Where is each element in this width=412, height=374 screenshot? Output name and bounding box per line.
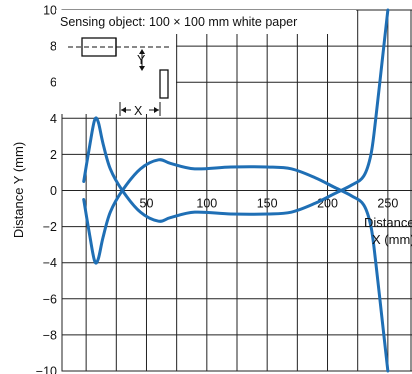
- series-line-2: [82, 158, 390, 373]
- y-tick-labels: 10 8 6 4 2 0 −2 −4 −6 −8 −10: [36, 4, 57, 374]
- y-tick-label: 0: [50, 184, 57, 198]
- annotation-text: Sensing object: 100 × 100 mm white paper: [60, 15, 297, 29]
- y-tick-label: −4: [43, 256, 57, 270]
- y-tick-label: 4: [50, 112, 57, 126]
- x-tick-label: 50: [140, 197, 154, 211]
- series-group: [82, 8, 390, 373]
- y-tick-label: −6: [43, 292, 57, 306]
- x-axis-label-line2: X (mm): [372, 232, 412, 247]
- x-tick-labels: 50 100 150 200 250: [140, 197, 399, 211]
- y-tick-label: 2: [50, 148, 57, 162]
- inset-label-y: Y: [137, 53, 146, 67]
- inset-label-x: X: [134, 104, 143, 118]
- annotation-background: [56, 10, 356, 34]
- sensing-object: [159, 69, 169, 99]
- x-tick-label: 150: [257, 197, 278, 211]
- y-tick-label: −2: [43, 220, 57, 234]
- x-tick-label: 250: [377, 197, 398, 211]
- series-line-1: [82, 8, 390, 223]
- y-axis-label: Distance Y (mm): [11, 142, 26, 238]
- x-axis-label-line1: Distance: [364, 215, 412, 230]
- y-tick-label: 6: [50, 76, 57, 90]
- inset-diagram: Y X: [68, 37, 170, 118]
- y-tick-label: 10: [43, 4, 57, 18]
- x-tick-label: 100: [196, 197, 217, 211]
- y-tick-label: 8: [50, 40, 57, 54]
- y-tick-label: −8: [43, 328, 57, 342]
- y-tick-label: −10: [36, 365, 57, 374]
